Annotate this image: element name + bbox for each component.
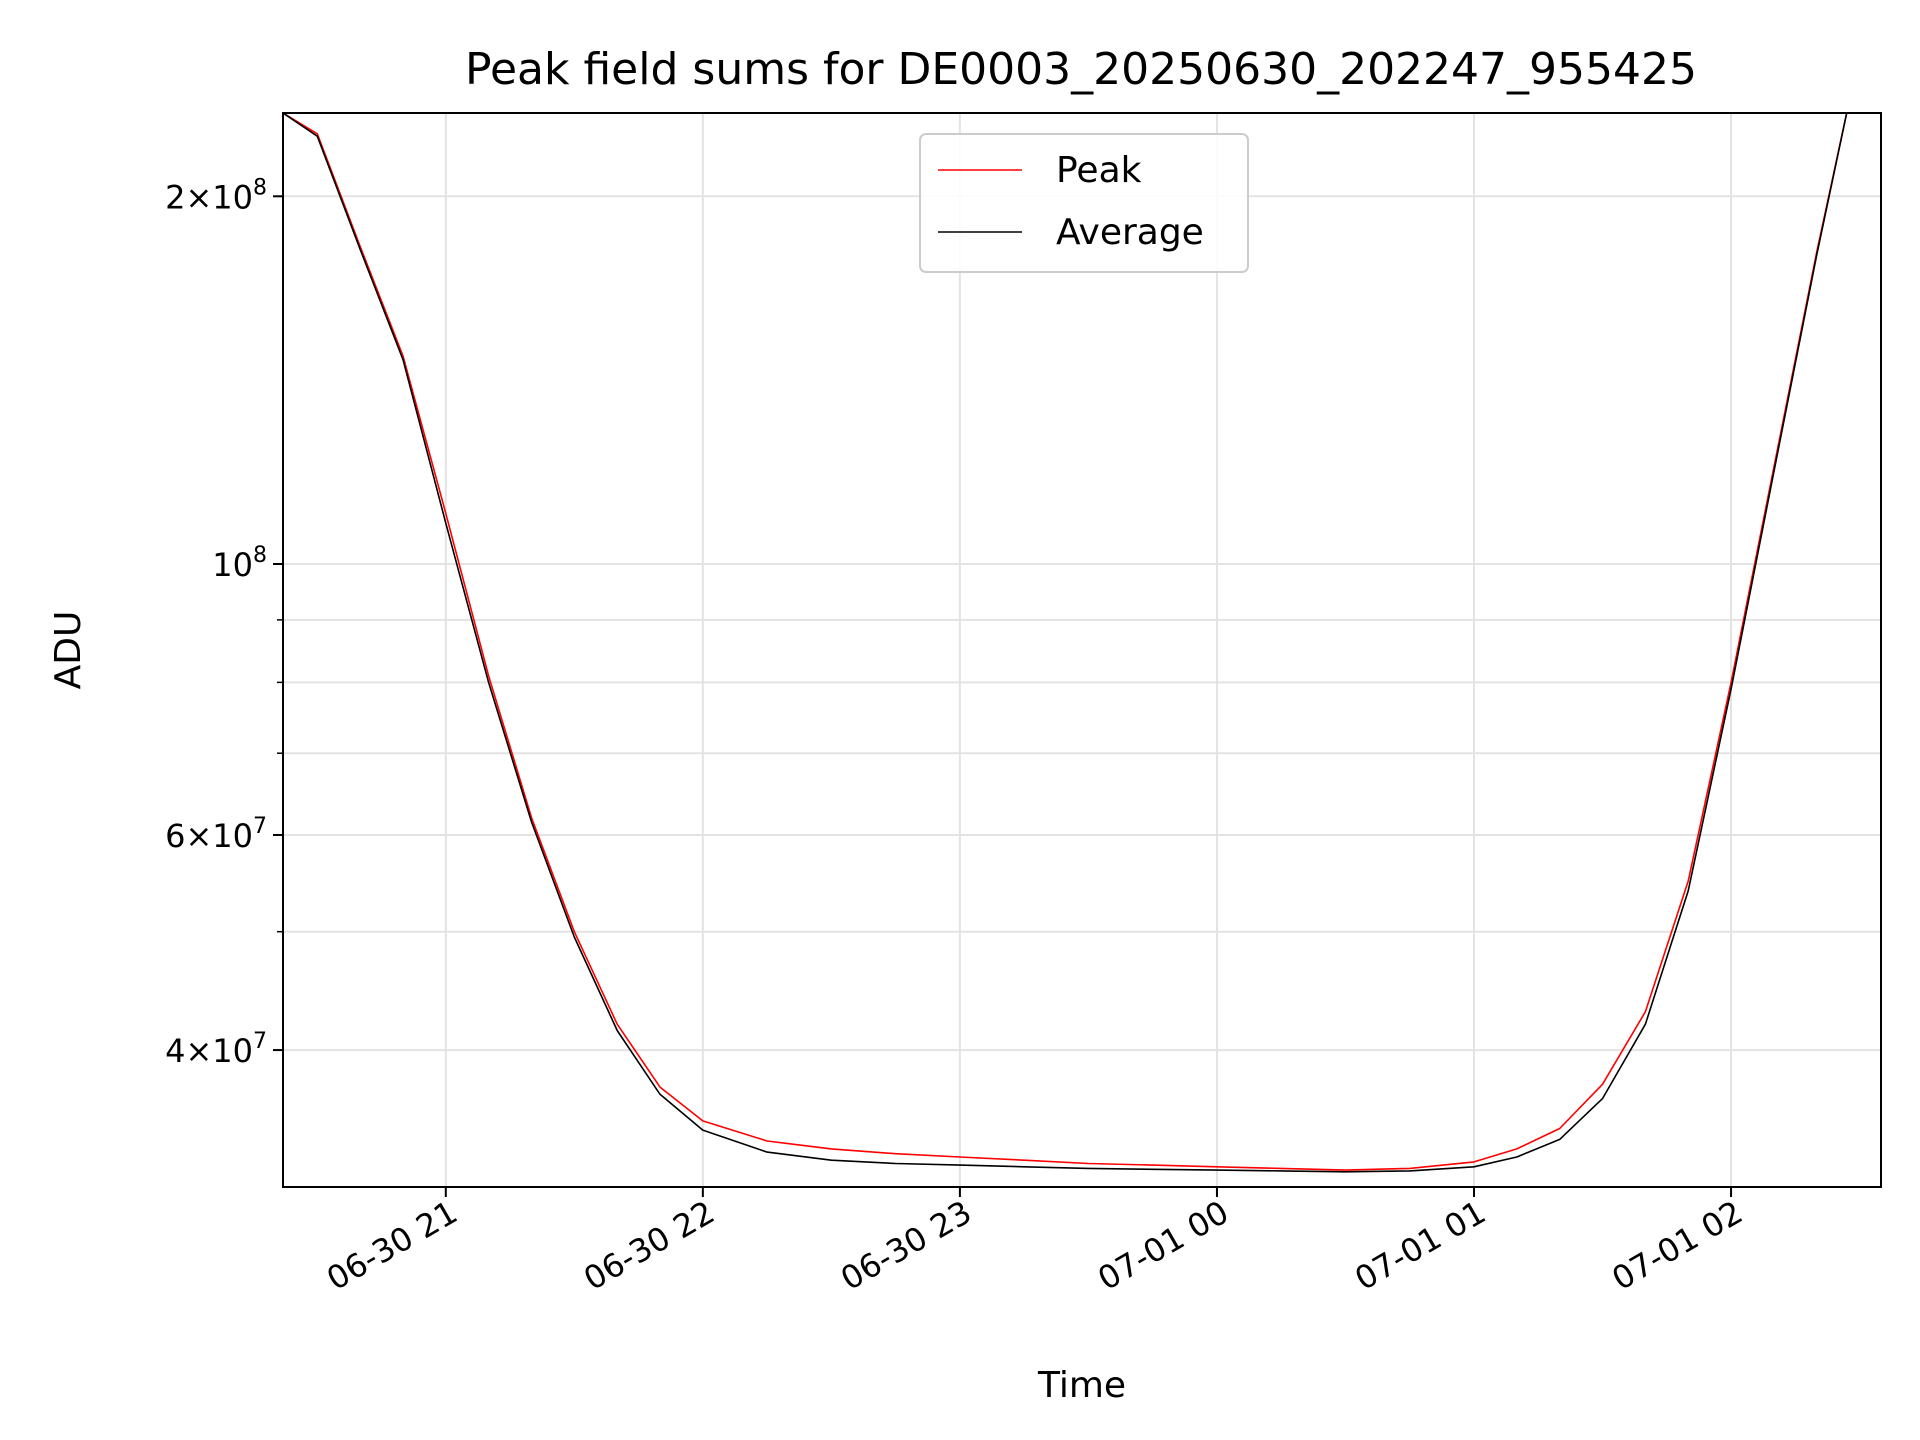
x-axis-label: Time [1037,1365,1126,1406]
legend: Peak Average [919,133,1249,273]
y-tick-label: 4×107 [165,1029,267,1070]
legend-box [919,133,1249,273]
chart-title: Peak field sums for DE0003_20250630_2022… [465,44,1697,95]
plot-area [283,113,1848,1173]
legend-label-peak: Peak [1056,150,1142,191]
y-tick-label: 6×107 [165,814,267,855]
y-tick-label: 2×108 [165,175,267,216]
series-line-average [283,113,1848,1173]
series-line-peak [283,113,1848,1171]
y-axis-label: ADU [48,611,89,690]
axes-frame [282,112,1882,1188]
grid [283,113,1881,1187]
legend-label-average: Average [1056,212,1204,253]
